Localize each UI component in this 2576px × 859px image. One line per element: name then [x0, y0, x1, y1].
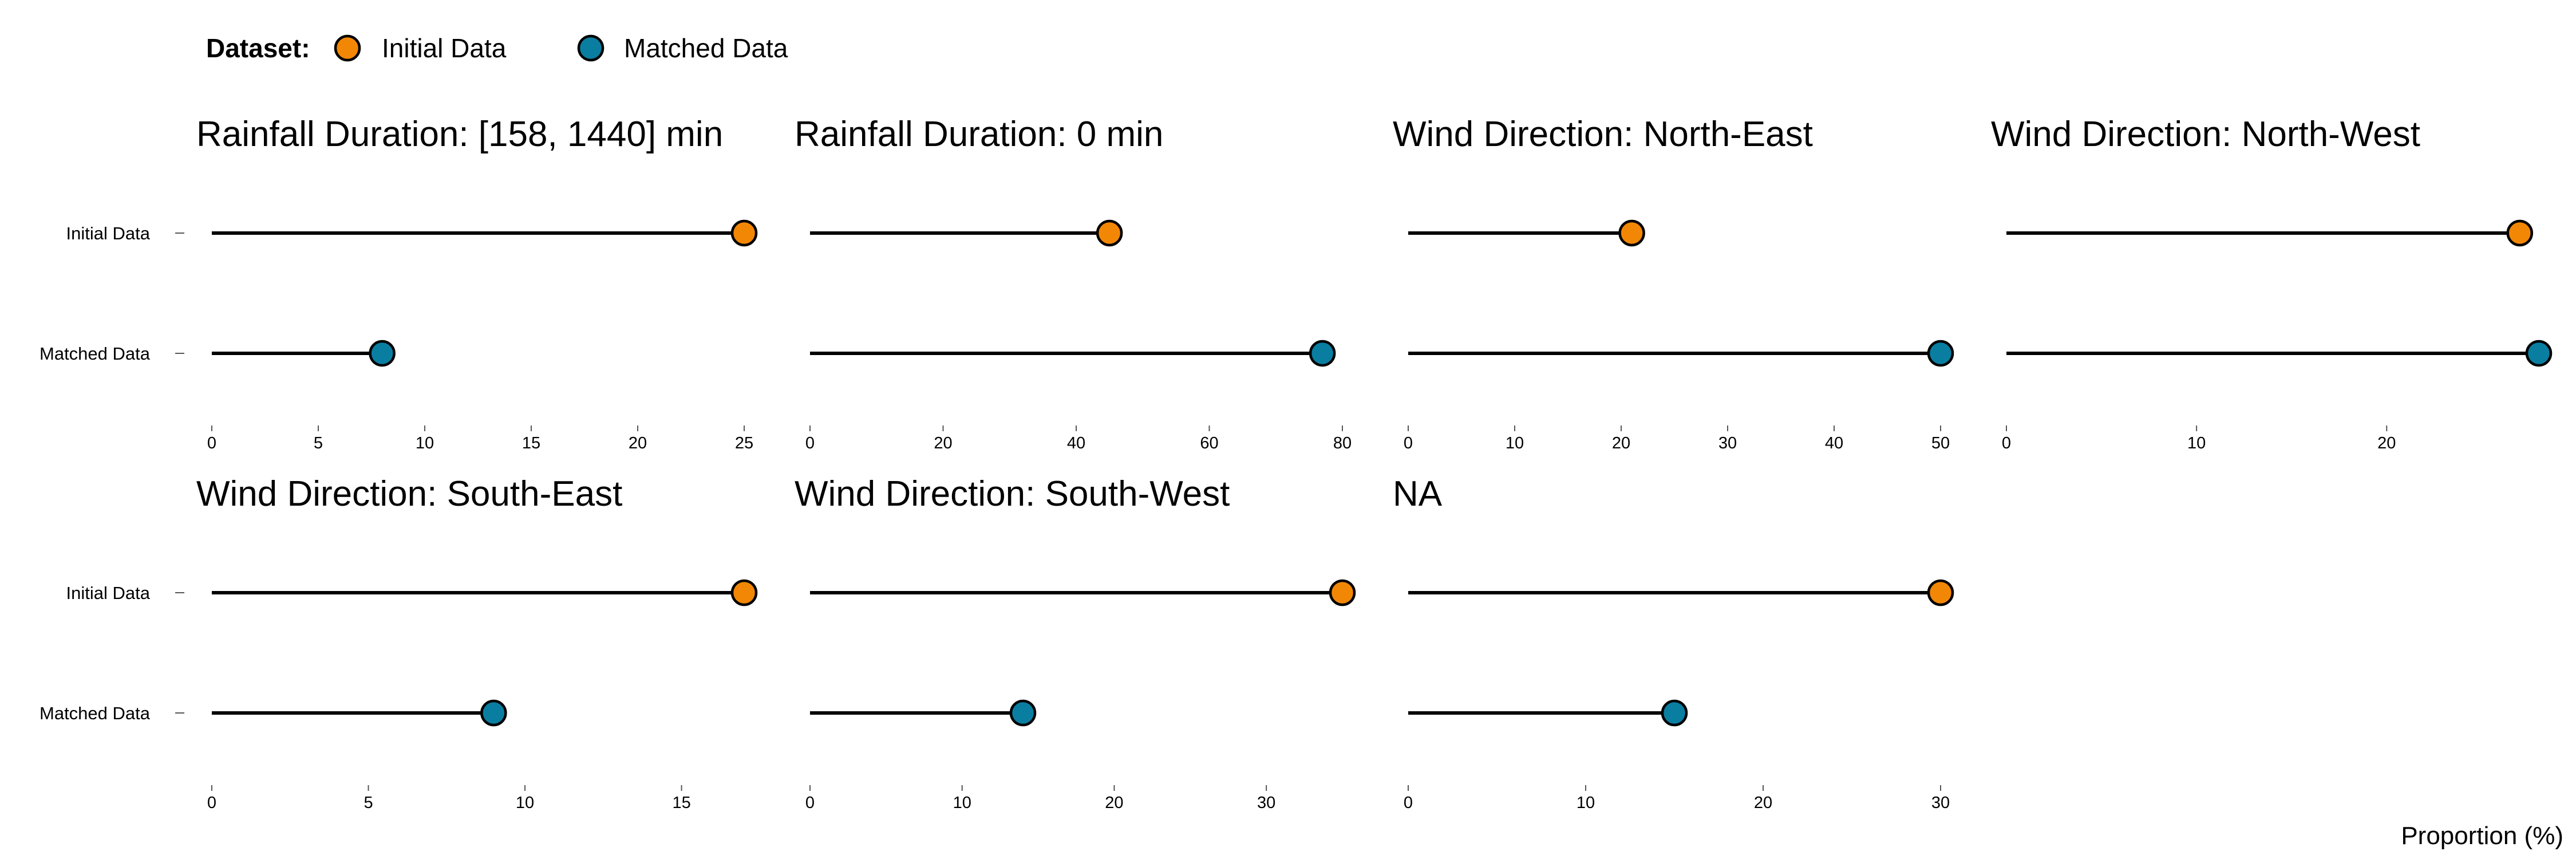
lollipop-point-matched-data: [1927, 340, 1954, 367]
x-tick-label: 40: [1067, 434, 1085, 452]
panel-title: Wind Direction: North-West: [1991, 115, 2420, 154]
x-tick-label: 10: [1506, 434, 1524, 452]
x-tick-label: 30: [1931, 794, 1950, 812]
x-tick-label: 10: [2187, 434, 2206, 452]
x-tick-label: 30: [1257, 794, 1275, 812]
lollipop-point-initial-data: [1927, 579, 1954, 606]
lollipop-point-initial-data: [1096, 219, 1123, 247]
facet-panel-rainfall-duration-0-min: Rainfall Duration: 0 min 0 20 40 60 80: [795, 115, 1352, 452]
x-tick-label: 0: [1404, 794, 1413, 812]
facet-panel-wind-direction-north-west: Wind Direction: North-West 0 10 20: [1991, 115, 2553, 452]
x-tick-label: 20: [934, 434, 952, 452]
x-tick-label: 20: [1754, 794, 1772, 812]
x-tick-label: 40: [1825, 434, 1843, 452]
y-tick-label: Initial Data: [66, 583, 151, 603]
lollipop-point-initial-data: [730, 579, 758, 606]
facet-panel-wind-direction-north-east: Wind Direction: North-East 0 10 20 30 40 50: [1393, 115, 1954, 452]
x-tick-label: 15: [672, 794, 690, 812]
facet-panel-wind-direction-south-east: Wind Direction: South-East Initial Data Ma…: [39, 474, 758, 812]
facet-panel-wind-direction-south-west: Wind Direction: South-West 0 10 20 30: [795, 474, 1356, 812]
x-tick-label: 0: [207, 434, 216, 452]
y-tick-label: Matched Data: [39, 703, 151, 723]
x-tick-label: 10: [953, 794, 971, 812]
lollipop-point-matched-data: [2525, 340, 2553, 367]
panel-title: Wind Direction: South-West: [795, 474, 1230, 514]
legend-marker-matched-data: [577, 34, 605, 62]
lollipop-point-initial-data: [730, 219, 758, 247]
x-tick-label: 10: [516, 794, 534, 812]
lollipop-point-matched-data: [1009, 699, 1037, 727]
lollipop-point-matched-data: [1661, 699, 1688, 727]
x-tick-label: 10: [1577, 794, 1595, 812]
x-tick-label: 10: [416, 434, 434, 452]
lollipop-point-initial-data: [2506, 219, 2534, 247]
x-tick-label: 20: [1105, 794, 1123, 812]
y-tick-label: Initial Data: [66, 223, 151, 243]
x-tick-label: 80: [1333, 434, 1352, 452]
x-tick-label: 5: [364, 794, 373, 812]
x-tick-label: 0: [2002, 434, 2011, 452]
lollipop-point-initial-data: [1329, 579, 1356, 606]
lollipop-point-matched-data: [480, 699, 507, 727]
x-tick-label: 0: [1404, 434, 1413, 452]
facet-panel-na: NA 0 10 20 30: [1393, 474, 1954, 812]
lollipop-point-matched-data: [369, 340, 396, 367]
legend: Dataset: Initial Data Matched Data: [206, 33, 788, 63]
x-tick-label: 0: [207, 794, 216, 812]
x-tick-label: 0: [805, 794, 815, 812]
panel-title: Rainfall Duration: [158, 1440] min: [196, 115, 723, 154]
legend-marker-initial-data: [334, 34, 361, 62]
panel-title: Rainfall Duration: 0 min: [795, 115, 1163, 154]
x-tick-label: 50: [1931, 434, 1950, 452]
legend-label-matched-data: Matched Data: [624, 33, 788, 63]
x-tick-label: 15: [522, 434, 540, 452]
facet-panels: Rainfall Duration: [158, 1440] min Initia…: [39, 115, 2553, 812]
panel-title: Wind Direction: North-East: [1393, 115, 1813, 154]
x-tick-label: 20: [2377, 434, 2396, 452]
panel-title: NA: [1393, 474, 1443, 514]
x-tick-label: 20: [629, 434, 647, 452]
facet-panel-rainfall-duration-158-1440-min: Rainfall Duration: [158, 1440] min Initia…: [39, 115, 758, 452]
x-tick-label: 25: [735, 434, 753, 452]
lollipop-point-initial-data: [1618, 219, 1645, 247]
lollipop-point-matched-data: [1309, 340, 1336, 367]
x-tick-label: 60: [1200, 434, 1218, 452]
x-tick-label: 0: [805, 434, 815, 452]
x-axis-title: Proportion (%): [2401, 822, 2563, 850]
y-tick-label: Matched Data: [39, 344, 151, 364]
panel-title: Wind Direction: South-East: [196, 474, 622, 514]
legend-label-initial-data: Initial Data: [382, 33, 507, 63]
x-tick-label: 30: [1718, 434, 1737, 452]
legend-title: Dataset:: [206, 33, 310, 63]
x-tick-label: 5: [314, 434, 323, 452]
x-tick-label: 20: [1612, 434, 1630, 452]
